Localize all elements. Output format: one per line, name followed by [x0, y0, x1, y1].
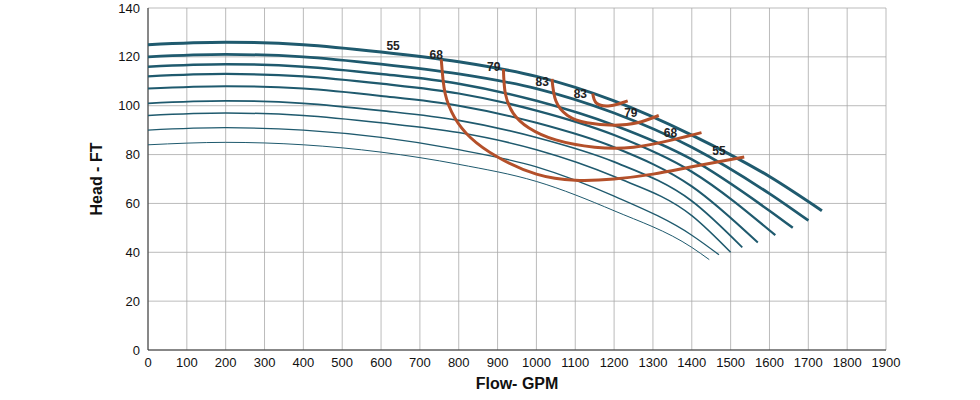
svg-text:1200: 1200 [600, 355, 629, 370]
svg-text:600: 600 [370, 355, 392, 370]
svg-text:79: 79 [624, 106, 638, 120]
svg-text:1700: 1700 [794, 355, 823, 370]
svg-text:40: 40 [126, 245, 140, 260]
svg-text:79: 79 [487, 60, 501, 74]
svg-text:1600: 1600 [755, 355, 784, 370]
svg-text:1500: 1500 [716, 355, 745, 370]
svg-text:100: 100 [118, 98, 140, 113]
svg-text:0: 0 [133, 343, 140, 358]
svg-text:1100: 1100 [561, 355, 589, 370]
svg-text:55: 55 [386, 39, 400, 53]
svg-text:200: 200 [215, 355, 237, 370]
svg-text:1000: 1000 [522, 355, 551, 370]
svg-text:140: 140 [118, 1, 140, 16]
svg-text:1400: 1400 [677, 355, 706, 370]
svg-text:120: 120 [118, 49, 140, 64]
svg-text:100: 100 [176, 355, 198, 370]
svg-text:800: 800 [448, 355, 470, 370]
svg-text:20: 20 [126, 294, 140, 309]
svg-text:60: 60 [126, 196, 140, 211]
svg-text:400: 400 [293, 355, 315, 370]
svg-text:80: 80 [126, 147, 140, 162]
svg-text:900: 900 [487, 355, 509, 370]
svg-text:500: 500 [331, 355, 353, 370]
svg-text:1900: 1900 [872, 355, 901, 370]
svg-text:300: 300 [254, 355, 276, 370]
svg-text:700: 700 [409, 355, 431, 370]
svg-text:1300: 1300 [638, 355, 667, 370]
svg-text:68: 68 [430, 48, 444, 62]
svg-text:55: 55 [712, 144, 726, 158]
svg-text:Head - FT: Head - FT [88, 142, 105, 215]
svg-text:0: 0 [144, 355, 151, 370]
svg-text:83: 83 [574, 87, 588, 101]
svg-text:68: 68 [664, 126, 678, 140]
svg-text:Flow- GPM: Flow- GPM [476, 375, 559, 392]
svg-text:83: 83 [536, 75, 550, 89]
svg-text:1800: 1800 [833, 355, 862, 370]
